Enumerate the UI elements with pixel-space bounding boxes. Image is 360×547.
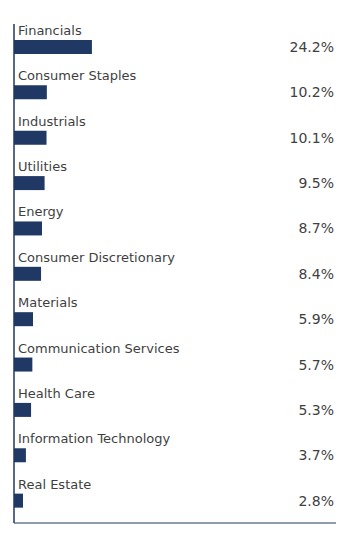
svg-text:24.2%: 24.2% [290,39,334,55]
svg-text:2.8%: 2.8% [298,493,334,509]
svg-text:10.1%: 10.1% [290,130,334,146]
svg-text:8.4%: 8.4% [298,266,334,282]
svg-text:3.7%: 3.7% [298,447,334,463]
svg-text:8.7%: 8.7% [298,220,334,236]
svg-text:Utilities: Utilities [18,159,67,174]
svg-text:5.3%: 5.3% [298,402,334,418]
svg-text:Energy: Energy [18,204,64,219]
svg-text:5.9%: 5.9% [298,311,334,327]
svg-text:Financials: Financials [18,23,82,38]
svg-text:10.2%: 10.2% [290,84,334,100]
svg-text:Communication Services: Communication Services [18,341,180,356]
svg-text:5.7%: 5.7% [298,357,334,373]
svg-text:Health Care: Health Care [18,386,95,401]
svg-text:Information Technology: Information Technology [18,431,171,446]
svg-text:Industrials: Industrials [18,114,86,129]
svg-text:9.5%: 9.5% [298,175,334,191]
svg-text:Materials: Materials [18,295,78,310]
svg-text:Real Estate: Real Estate [18,477,91,492]
svg-text:Consumer Staples: Consumer Staples [18,68,137,83]
svg-text:Consumer Discretionary: Consumer Discretionary [18,250,175,265]
